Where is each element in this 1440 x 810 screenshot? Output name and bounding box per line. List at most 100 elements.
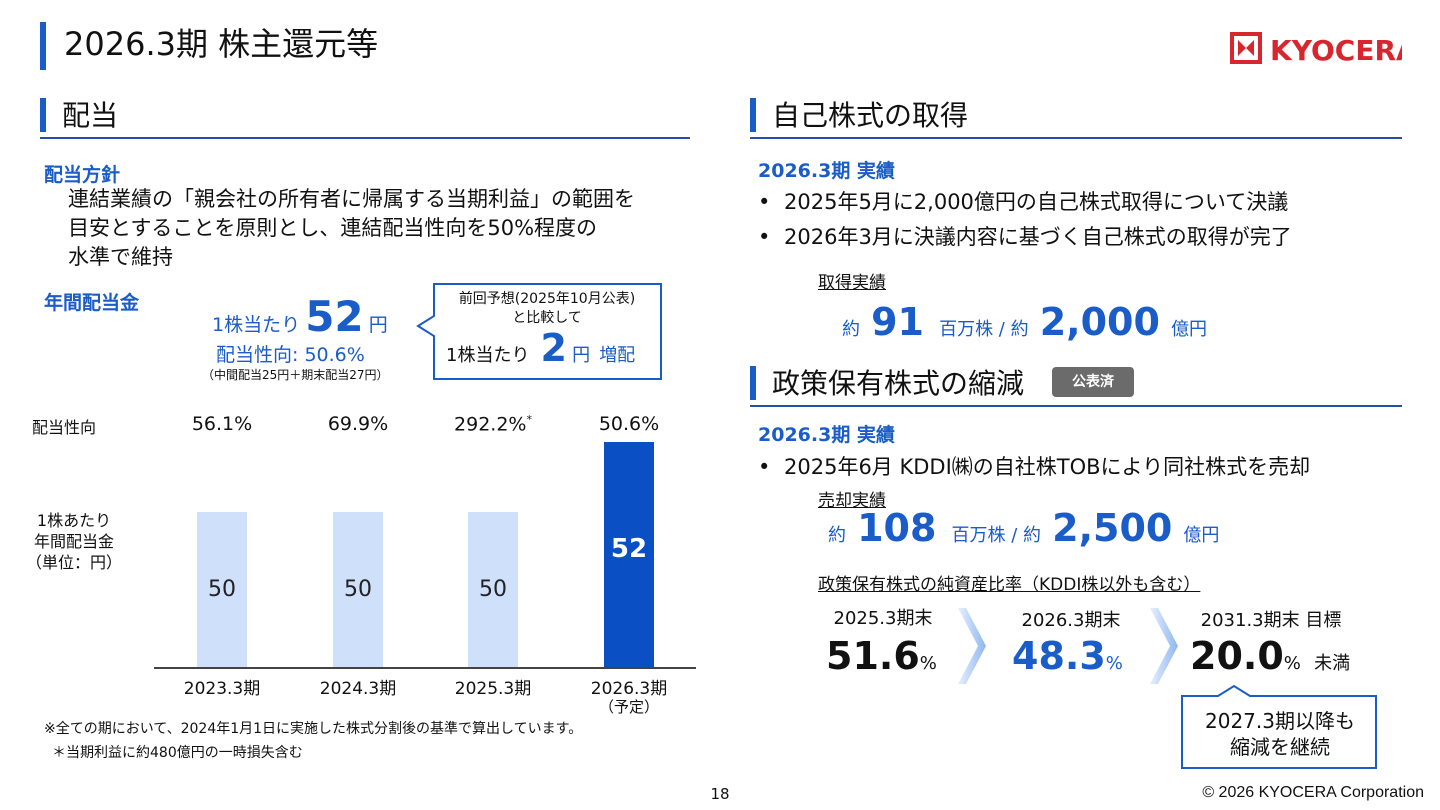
payout-ratio-label: 50.6% — [598, 413, 660, 435]
buyback-result-heading: 2026.3期 実績 — [758, 160, 895, 182]
ylabel-line-1: 1株あたり — [36, 511, 112, 530]
ratio-2026-number: 48.3 — [1012, 634, 1106, 678]
buyback-approx: 約 — [842, 319, 860, 340]
callout-line-1: 前回予想(2025年10月公表) — [458, 291, 636, 307]
ratio-footnote-mark: * — [526, 413, 532, 426]
buyback-amount-value: 2,000 — [1039, 300, 1160, 344]
x-tick-label: 2024.3期 — [319, 679, 397, 699]
bar-value-label: 52 — [610, 533, 648, 564]
crossholding-accent-bar — [750, 366, 756, 400]
policy-line-3: 水準で維持 — [68, 245, 173, 269]
footnote-2: ＊当期利益に約480億円の一時損失含む — [52, 745, 303, 761]
ratio-2025-unit: % — [919, 653, 937, 674]
buyback-section-title: 自己株式の取得 — [772, 99, 969, 132]
target-callout-line-1: 2027.3期以降も — [1205, 709, 1355, 733]
published-badge: 公表済 — [1052, 367, 1134, 397]
sale-result-label: 売却実績 — [818, 491, 886, 511]
ylabel-line-2: 年間配当金 — [33, 532, 114, 551]
footnote-1: ※全ての期において、2024年1月1日に実施した株式分割後の基準で算出しています… — [44, 721, 583, 737]
svg-text:KYOCERA: KYOCERA — [1270, 34, 1402, 66]
period-label-2031: 2031.3期末 目標 — [1200, 610, 1342, 631]
ylabel-line-3: （単位：円） — [25, 553, 122, 572]
crossholding-rule — [750, 405, 1402, 407]
sale-shares-value: 108 — [857, 506, 937, 550]
callout-unit: 円 — [572, 345, 591, 366]
bar-value-label: 50 — [479, 577, 507, 602]
chart-bar-2026.3期 — [604, 441, 654, 667]
ratio-2031-suffix: 未満 — [1314, 653, 1351, 674]
policy-heading: 配当方針 — [44, 164, 121, 186]
ratio-2026-unit: % — [1105, 653, 1123, 674]
sale-approx: 約 — [828, 525, 846, 546]
per-share-prefix: 1株当たり — [212, 314, 301, 336]
crossholding-section-title: 政策保有株式の縮減 — [772, 367, 1025, 400]
chart-bar-2024.3期 — [333, 512, 383, 667]
sale-amount-unit: 億円 — [1183, 525, 1220, 546]
copyright: © 2026 KYOCERA Corporation — [1202, 784, 1424, 801]
chevron-right-icon — [958, 608, 986, 684]
dividend-callout-frame — [416, 283, 662, 380]
ratio-value-2026: 48.3% — [1012, 634, 1123, 678]
kyocera-logo-icon: KYOCERA — [1230, 32, 1418, 67]
period-label-2025: 2025.3期末 — [833, 608, 933, 629]
buyback-shares-value: 91 — [871, 300, 924, 344]
buyback-bullet-2-text: 2026年3月に決議内容に基づく自己株式の取得が完了 — [784, 225, 1292, 249]
ratio-2025-number: 51.6 — [826, 634, 920, 678]
payout-ratio-label: 292.2%* — [454, 413, 532, 436]
buyback-result-label: 取得実績 — [818, 273, 886, 293]
crossholding-result-heading: 2026.3期 実績 — [758, 424, 895, 446]
callout-increase: 1株当たり 2 円 増配 — [446, 326, 635, 370]
dividend-breakdown: （中間配当25円＋期末配当27円） — [202, 368, 389, 382]
buyback-shares-unit: 百万株 / 約 — [939, 319, 1029, 340]
ratio-2031-unit: % — [1283, 653, 1301, 674]
chart-ylabel: 1株あたり 年間配当金 （単位：円） — [24, 510, 124, 573]
x-tick-note: （予定） — [598, 698, 659, 716]
target-callout-line-2: 縮減を継続 — [1230, 735, 1330, 759]
ratio-value-2031: 20.0% 未満 — [1190, 634, 1350, 678]
buyback-figures: 約 91 百万株 / 約 2,000 億円 — [842, 300, 1207, 344]
bar-value-label: 50 — [344, 577, 372, 602]
sale-shares-unit: 百万株 / 約 — [951, 525, 1042, 546]
net-asset-ratio-label: 政策保有株式の純資産比率（KDDI株以外も含む） — [818, 575, 1201, 595]
chevron-right-icon — [1150, 608, 1178, 684]
callout-suffix: 増配 — [599, 345, 636, 366]
target-callout-text: 2027.3期以降も 縮減を継続 — [1182, 708, 1378, 760]
sale-amount-value: 2,500 — [1052, 506, 1173, 550]
payout-ratio-label: 69.9% — [327, 413, 389, 435]
buyback-bullet-1-text: 2025年5月に2,000億円の自己株式取得について決議 — [784, 190, 1289, 214]
policy-line-2: 目安とすることを原則とし、連結配当性向を50%程度の — [68, 216, 598, 240]
page-title: 2026.3期 株主還元等 — [64, 25, 379, 63]
ratio-value-2025: 51.6% — [826, 634, 937, 678]
target-callout-frame — [1181, 684, 1377, 769]
buyback-amount-unit: 億円 — [1170, 319, 1207, 340]
ratio-row-label: 配当性向 — [32, 418, 97, 437]
crossholding-bullet-text: 2025年6月 KDDI㈱の自社株TOBにより同社株式を売却 — [784, 455, 1311, 479]
chart-bar-2023.3期 — [197, 512, 247, 667]
dividend-section-title: 配当 — [62, 99, 119, 132]
x-tick-label: 2023.3期 — [183, 679, 261, 699]
x-tick-label: 2025.3期 — [454, 679, 532, 699]
annual-dividend-heading: 年間配当金 — [44, 292, 140, 314]
kyocera-logo: KYOCERA — [1230, 30, 1418, 67]
callout-prefix: 1株当たり — [446, 345, 530, 366]
dividend-rule — [40, 137, 690, 139]
crossholding-bullet: • 2025年6月 KDDI㈱の自社株TOBにより同社株式を売却 — [758, 455, 1311, 479]
per-share-dividend: 1株当たり 52 円 — [212, 292, 388, 341]
buyback-bullet-2: • 2026年3月に決議内容に基づく自己株式の取得が完了 — [758, 225, 1292, 249]
chart-bar-2025.3期 — [468, 512, 518, 667]
per-share-unit: 円 — [368, 314, 388, 336]
buyback-accent-bar — [750, 98, 756, 132]
period-label-2026: 2026.3期末 — [1021, 610, 1121, 631]
payout-ratio-label: 56.1% — [191, 413, 253, 435]
page-number: 18 — [710, 785, 730, 803]
buyback-bullet-1: • 2025年5月に2,000億円の自己株式取得について決議 — [758, 190, 1289, 214]
sale-figures: 約 108 百万株 / 約 2,500 億円 — [828, 506, 1219, 550]
dividend-accent-bar — [40, 98, 46, 132]
callout-value: 2 — [540, 326, 567, 370]
buyback-rule — [750, 137, 1402, 139]
per-share-value: 52 — [305, 292, 364, 341]
x-tick-label: 2026.3期 — [590, 679, 668, 699]
chart-baseline — [154, 667, 696, 669]
title-accent-bar — [40, 22, 46, 70]
bar-value-label: 50 — [208, 577, 236, 602]
